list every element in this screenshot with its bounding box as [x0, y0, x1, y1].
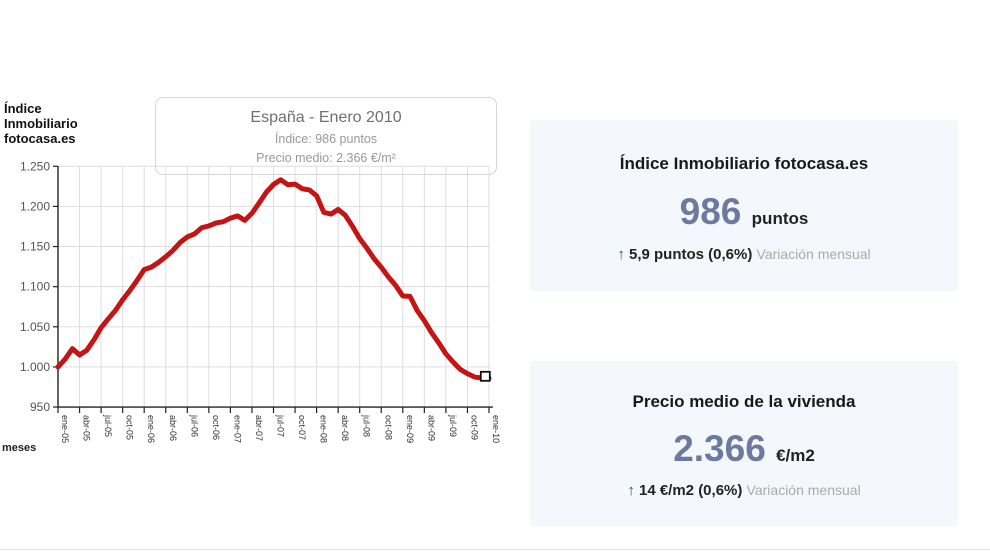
svg-text:ene-05: ene-05 [60, 415, 70, 443]
svg-text:1.100: 1.100 [20, 280, 50, 294]
svg-text:1.200: 1.200 [20, 199, 50, 213]
svg-text:jul-05: jul-05 [103, 414, 113, 437]
svg-text:ene-07: ene-07 [232, 415, 242, 443]
svg-text:abr-08: abr-08 [340, 415, 350, 441]
svg-text:ene-06: ene-06 [146, 415, 156, 443]
svg-text:jul-07: jul-07 [276, 414, 286, 437]
svg-text:jul-09: jul-09 [448, 414, 458, 437]
svg-text:oct-05: oct-05 [125, 415, 135, 440]
svg-text:ene-09: ene-09 [405, 415, 415, 443]
svg-text:950: 950 [30, 400, 50, 414]
svg-text:oct-07: oct-07 [297, 415, 307, 440]
svg-text:oct-06: oct-06 [211, 415, 221, 440]
svg-text:ene-08: ene-08 [319, 415, 329, 443]
svg-text:abr-06: abr-06 [168, 415, 178, 441]
svg-text:abr-09: abr-09 [426, 415, 436, 441]
svg-text:jul-06: jul-06 [189, 414, 199, 437]
svg-text:ene-10: ene-10 [491, 415, 500, 443]
svg-text:abr-07: abr-07 [254, 415, 264, 441]
svg-text:oct-09: oct-09 [469, 415, 479, 440]
svg-text:abr-05: abr-05 [82, 415, 92, 441]
svg-text:1.050: 1.050 [20, 320, 50, 334]
svg-text:jul-08: jul-08 [362, 414, 372, 437]
svg-text:1.000: 1.000 [20, 360, 50, 374]
svg-text:1.150: 1.150 [20, 240, 50, 254]
svg-text:1.250: 1.250 [20, 159, 50, 173]
svg-text:oct-08: oct-08 [383, 415, 393, 440]
